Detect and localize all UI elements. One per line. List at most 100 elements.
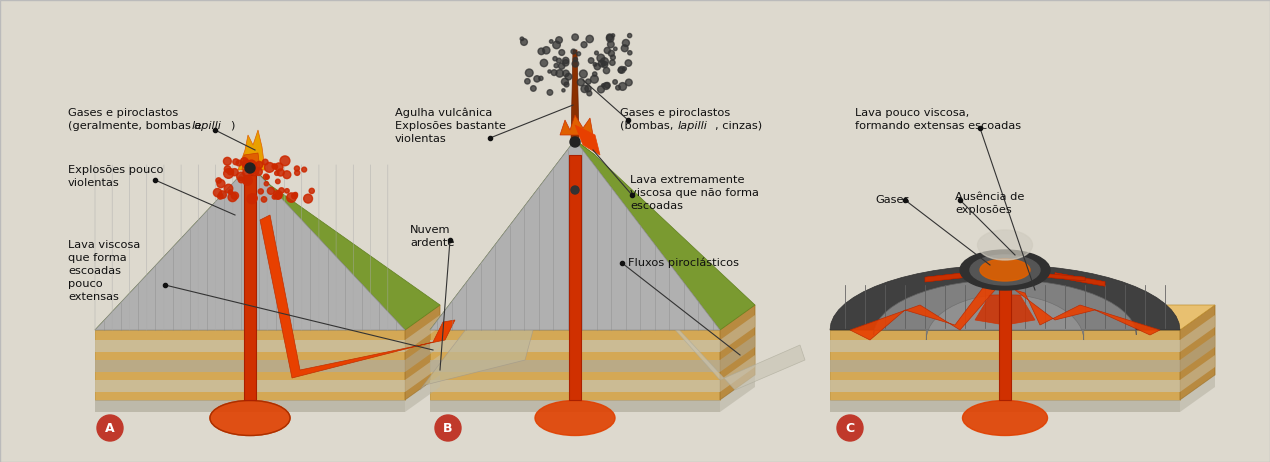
Circle shape bbox=[593, 72, 597, 76]
Circle shape bbox=[245, 163, 255, 173]
Ellipse shape bbox=[535, 401, 615, 436]
Circle shape bbox=[293, 192, 297, 196]
Circle shape bbox=[224, 169, 234, 178]
Circle shape bbox=[613, 47, 617, 51]
Ellipse shape bbox=[210, 401, 290, 436]
Text: violentas: violentas bbox=[69, 178, 119, 188]
Circle shape bbox=[255, 161, 263, 168]
Circle shape bbox=[302, 167, 306, 172]
Circle shape bbox=[608, 50, 615, 56]
Circle shape bbox=[564, 82, 569, 87]
Ellipse shape bbox=[980, 259, 1030, 281]
Circle shape bbox=[263, 159, 268, 165]
Circle shape bbox=[264, 163, 274, 172]
Circle shape bbox=[542, 47, 550, 54]
Circle shape bbox=[561, 78, 569, 85]
Circle shape bbox=[272, 195, 277, 199]
Polygon shape bbox=[431, 140, 596, 330]
Circle shape bbox=[248, 168, 255, 175]
Circle shape bbox=[250, 166, 259, 176]
Circle shape bbox=[552, 41, 560, 49]
Circle shape bbox=[602, 84, 605, 87]
Circle shape bbox=[273, 164, 278, 169]
Circle shape bbox=[588, 58, 594, 63]
Text: Fluxos piroclásticos: Fluxos piroclásticos bbox=[627, 258, 739, 268]
Circle shape bbox=[540, 59, 547, 67]
Text: Agulha vulcânica: Agulha vulcânica bbox=[395, 108, 493, 118]
Circle shape bbox=[594, 63, 601, 70]
Circle shape bbox=[611, 55, 616, 60]
Circle shape bbox=[258, 189, 263, 194]
Polygon shape bbox=[575, 140, 754, 330]
Circle shape bbox=[97, 415, 123, 441]
Polygon shape bbox=[1180, 305, 1215, 400]
Polygon shape bbox=[243, 153, 260, 170]
Polygon shape bbox=[431, 330, 720, 400]
Polygon shape bbox=[431, 140, 720, 330]
Circle shape bbox=[547, 70, 551, 73]
Circle shape bbox=[572, 49, 575, 54]
Polygon shape bbox=[874, 280, 1137, 335]
Polygon shape bbox=[965, 271, 1035, 276]
Circle shape bbox=[268, 188, 274, 195]
Ellipse shape bbox=[970, 255, 1040, 285]
Circle shape bbox=[225, 184, 232, 193]
Polygon shape bbox=[95, 165, 405, 330]
Circle shape bbox=[582, 42, 587, 48]
Circle shape bbox=[295, 170, 300, 176]
Circle shape bbox=[563, 70, 569, 77]
Polygon shape bbox=[1180, 355, 1215, 392]
Text: viscosa que não forma: viscosa que não forma bbox=[630, 188, 759, 198]
Circle shape bbox=[244, 176, 253, 185]
Circle shape bbox=[565, 73, 572, 80]
Text: lapilli: lapilli bbox=[678, 121, 707, 131]
Polygon shape bbox=[420, 210, 565, 390]
Text: explosões: explosões bbox=[955, 205, 1012, 215]
Circle shape bbox=[556, 70, 564, 77]
Circle shape bbox=[274, 192, 282, 199]
Circle shape bbox=[525, 79, 530, 84]
Circle shape bbox=[231, 192, 239, 199]
Circle shape bbox=[239, 177, 244, 183]
Polygon shape bbox=[1180, 315, 1215, 352]
Circle shape bbox=[538, 76, 544, 80]
Circle shape bbox=[224, 158, 231, 165]
Circle shape bbox=[265, 175, 269, 179]
Circle shape bbox=[606, 35, 613, 42]
Circle shape bbox=[274, 171, 279, 176]
Polygon shape bbox=[560, 115, 593, 135]
Polygon shape bbox=[831, 380, 1180, 392]
Polygon shape bbox=[95, 400, 405, 412]
Circle shape bbox=[585, 79, 591, 85]
Circle shape bbox=[538, 48, 545, 55]
Circle shape bbox=[273, 190, 282, 199]
Text: ardente: ardente bbox=[410, 238, 455, 248]
Polygon shape bbox=[575, 125, 599, 155]
Circle shape bbox=[262, 197, 267, 202]
Circle shape bbox=[552, 56, 558, 61]
Circle shape bbox=[554, 63, 559, 68]
Circle shape bbox=[597, 86, 605, 93]
Circle shape bbox=[598, 60, 605, 67]
Circle shape bbox=[578, 79, 584, 86]
Circle shape bbox=[229, 193, 237, 201]
Circle shape bbox=[295, 166, 300, 171]
Circle shape bbox=[249, 194, 257, 202]
Circle shape bbox=[607, 34, 613, 40]
Circle shape bbox=[603, 67, 610, 74]
Circle shape bbox=[627, 33, 631, 38]
Circle shape bbox=[251, 195, 257, 200]
Text: lapilli: lapilli bbox=[192, 121, 222, 131]
Circle shape bbox=[304, 194, 312, 203]
Circle shape bbox=[277, 169, 284, 176]
Circle shape bbox=[547, 90, 552, 95]
Text: Lava viscosa: Lava viscosa bbox=[69, 240, 140, 250]
Circle shape bbox=[626, 79, 632, 86]
Circle shape bbox=[591, 75, 598, 83]
Polygon shape bbox=[925, 270, 986, 282]
Circle shape bbox=[232, 159, 239, 165]
Circle shape bbox=[521, 39, 527, 45]
Circle shape bbox=[227, 169, 234, 175]
Circle shape bbox=[218, 191, 226, 199]
Circle shape bbox=[573, 57, 578, 62]
